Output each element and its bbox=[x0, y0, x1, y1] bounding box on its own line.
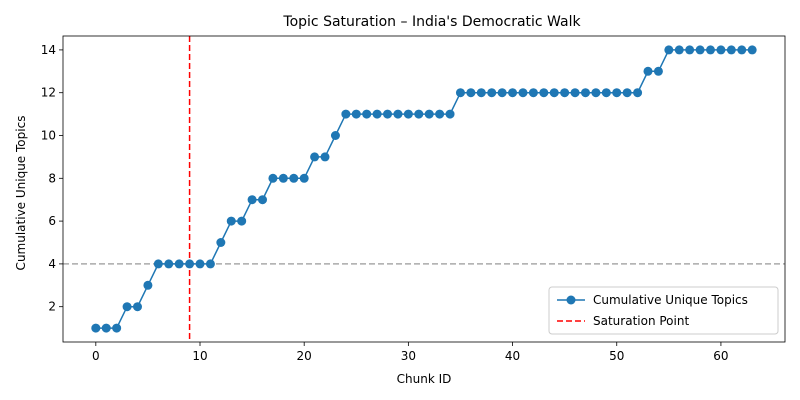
x-tick-label: 60 bbox=[713, 349, 728, 363]
x-tick-label: 10 bbox=[192, 349, 207, 363]
data-point bbox=[612, 88, 622, 98]
data-point bbox=[91, 323, 101, 333]
data-point bbox=[237, 216, 247, 226]
data-point bbox=[414, 109, 424, 119]
data-point bbox=[226, 216, 236, 226]
data-point bbox=[132, 302, 142, 312]
data-point bbox=[393, 109, 403, 119]
y-tick-label: 8 bbox=[48, 171, 56, 185]
data-point bbox=[455, 88, 465, 98]
data-point bbox=[383, 109, 393, 119]
data-point bbox=[258, 195, 268, 205]
data-point bbox=[424, 109, 434, 119]
legend-label-saturation: Saturation Point bbox=[593, 314, 689, 328]
data-point bbox=[372, 109, 382, 119]
data-point bbox=[580, 88, 590, 98]
data-point bbox=[570, 88, 580, 98]
data-point bbox=[289, 173, 299, 183]
data-point bbox=[351, 109, 361, 119]
data-point bbox=[487, 88, 497, 98]
axes: 0 10 20 30 40 50 60 2 4 6 8 10 12 14 bbox=[41, 35, 786, 363]
data-point bbox=[445, 109, 455, 119]
data-point bbox=[476, 88, 486, 98]
data-point bbox=[591, 88, 601, 98]
data-point bbox=[664, 45, 674, 55]
data-point bbox=[737, 45, 747, 55]
legend: Cumulative Unique Topics Saturation Point bbox=[548, 286, 779, 335]
data-point bbox=[747, 45, 757, 55]
data-point bbox=[101, 323, 111, 333]
data-point bbox=[205, 259, 215, 269]
x-tick-label: 40 bbox=[505, 349, 520, 363]
data-point bbox=[195, 259, 205, 269]
data-point bbox=[185, 259, 195, 269]
data-point bbox=[435, 109, 445, 119]
data-point bbox=[143, 280, 153, 290]
data-point bbox=[726, 45, 736, 55]
legend-box bbox=[548, 286, 779, 335]
y-tick-label: 6 bbox=[48, 214, 56, 228]
y-tick-label: 2 bbox=[48, 300, 56, 314]
data-point bbox=[164, 259, 174, 269]
data-point bbox=[528, 88, 538, 98]
data-point bbox=[299, 173, 309, 183]
data-point bbox=[216, 237, 226, 247]
chart-title: Topic Saturation – India's Democratic Wa… bbox=[282, 14, 581, 30]
data-point bbox=[601, 88, 611, 98]
data-point bbox=[403, 109, 413, 119]
data-point bbox=[622, 88, 632, 98]
data-point bbox=[560, 88, 570, 98]
data-point bbox=[247, 195, 257, 205]
x-tick-label: 30 bbox=[401, 349, 416, 363]
data-point bbox=[518, 88, 528, 98]
legend-label-series: Cumulative Unique Topics bbox=[593, 293, 748, 307]
data-point bbox=[706, 45, 716, 55]
data-point bbox=[508, 88, 518, 98]
data-point bbox=[310, 152, 320, 162]
x-tick-label: 50 bbox=[609, 349, 624, 363]
data-point bbox=[330, 131, 340, 141]
x-tick-label: 20 bbox=[297, 349, 312, 363]
series-line bbox=[95, 49, 753, 329]
data-point bbox=[685, 45, 695, 55]
data-point bbox=[320, 152, 330, 162]
x-axis-label: Chunk ID bbox=[397, 372, 452, 386]
data-point bbox=[174, 259, 184, 269]
data-point bbox=[549, 88, 559, 98]
data-point bbox=[643, 66, 653, 76]
data-point bbox=[653, 66, 663, 76]
plot-area bbox=[63, 36, 785, 342]
data-point bbox=[112, 323, 122, 333]
data-point bbox=[153, 259, 163, 269]
data-point bbox=[122, 302, 132, 312]
y-tick-label: 14 bbox=[41, 43, 56, 57]
data-point bbox=[268, 173, 278, 183]
data-point bbox=[633, 88, 643, 98]
data-point bbox=[695, 45, 705, 55]
y-tick-label: 10 bbox=[41, 129, 56, 143]
y-tick-label: 12 bbox=[41, 86, 56, 100]
data-point bbox=[362, 109, 372, 119]
data-point bbox=[497, 88, 507, 98]
legend-series-marker bbox=[566, 295, 576, 305]
data-point bbox=[278, 173, 288, 183]
x-tick-label: 0 bbox=[92, 349, 100, 363]
axes-frame bbox=[62, 35, 786, 343]
y-tick-label: 4 bbox=[48, 257, 56, 271]
data-point bbox=[674, 45, 684, 55]
y-axis-label: Cumulative Unique Topics bbox=[14, 116, 28, 271]
data-point bbox=[539, 88, 549, 98]
data-point bbox=[341, 109, 351, 119]
data-point bbox=[466, 88, 476, 98]
data-point bbox=[716, 45, 726, 55]
